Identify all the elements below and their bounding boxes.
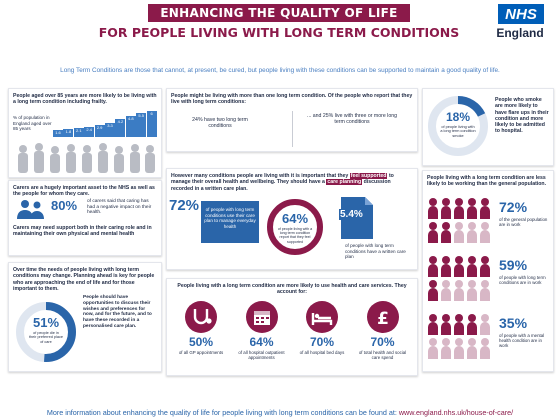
panel-care-planning: However many conditions people are livin… bbox=[166, 168, 418, 270]
footer: More information about enhancing the qua… bbox=[8, 408, 552, 417]
footer-link[interactable]: www.england.nhs.uk/house-of-care/ bbox=[398, 408, 514, 417]
age-bar-chart: 1.6 1.8 2.1 2.4 2.9 3.3 4.2 4.8 5.5 6 bbox=[53, 111, 157, 137]
stat-supported-label: of people living with a long term condit… bbox=[277, 227, 313, 244]
services-heading: People living with a long term condition… bbox=[177, 283, 407, 296]
age-text: People aged over 85 years are more likel… bbox=[13, 93, 157, 106]
divider bbox=[292, 111, 293, 147]
service-pct: 50% bbox=[188, 335, 214, 349]
panel-work: People living with a long term condition… bbox=[422, 170, 554, 372]
smoke-side-text: People who smoke are more likely to have… bbox=[495, 97, 549, 135]
service-item: 50% of all GP appointments bbox=[171, 299, 231, 373]
service-label: of total health and social care spend bbox=[358, 350, 407, 361]
care-plan-intro: However many conditions people are livin… bbox=[171, 173, 413, 192]
work-pct: 72% bbox=[499, 199, 528, 215]
multi-text: People might be living with more than on… bbox=[171, 93, 413, 106]
stat-written-plan-pct: 5.4% bbox=[339, 209, 364, 220]
carers-text: Carers are a hugely important asset to t… bbox=[13, 185, 155, 198]
panel-smoking: 18% of people living with a long term co… bbox=[422, 88, 554, 166]
svg-text:£: £ bbox=[377, 309, 389, 329]
service-label: of all GP appointments bbox=[178, 350, 224, 355]
age-bar: 4.8 bbox=[125, 116, 136, 137]
work-heading: People living with a long term condition… bbox=[427, 175, 547, 188]
stethoscope-icon bbox=[185, 301, 217, 333]
work-label: of people with long term conditions are … bbox=[499, 275, 546, 286]
service-pct: 64% bbox=[249, 335, 274, 349]
stat-care-plan-use-pct: 72% bbox=[169, 197, 200, 214]
work-people-grid bbox=[427, 197, 493, 245]
service-pct: 70% bbox=[370, 335, 395, 349]
work-rows: 72% of the general population are in work… bbox=[425, 193, 551, 369]
carers-pct-label: of carers said that caring has had a neg… bbox=[87, 199, 152, 216]
carers-pct: 80% bbox=[51, 198, 78, 213]
care-plan-intro-a: However many conditions people are livin… bbox=[171, 173, 349, 179]
age-bar: 2.9 bbox=[94, 125, 105, 137]
panel-age: People aged over 85 years are more likel… bbox=[8, 88, 162, 178]
multi-stat-two: 24% have two long term conditions bbox=[192, 117, 248, 130]
age-bar: 1.6 bbox=[53, 130, 63, 137]
hospital-bed-icon bbox=[306, 301, 338, 333]
service-label: of all hospital bed days bbox=[299, 350, 345, 355]
work-people-grid bbox=[427, 255, 493, 303]
care-plan-intro-c: discussion recorded in a written care pl… bbox=[171, 179, 391, 192]
age-bar: 2.4 bbox=[84, 127, 95, 137]
service-label: of all hospital outpatient appointments bbox=[238, 350, 285, 361]
endlife-ring: 51% of people die in their preferred pla… bbox=[15, 301, 77, 363]
age-bar: 3.3 bbox=[105, 123, 115, 137]
care-plan-use-box bbox=[201, 201, 259, 243]
stat-written-plan-label: of people with long term conditions have… bbox=[345, 243, 406, 260]
stat-supported-pct: 64% bbox=[281, 211, 309, 226]
supported-ring: 64% of people living with a long term co… bbox=[265, 197, 325, 257]
panel-end-of-life: Over time the needs of people living wit… bbox=[8, 262, 162, 372]
age-bar: 6 bbox=[146, 111, 157, 137]
work-pct: 59% bbox=[499, 257, 528, 273]
service-item: 64% of all hospital outpatient appointmen… bbox=[232, 299, 292, 373]
work-label: of the general population are in work bbox=[499, 217, 548, 228]
nhs-region-label: England bbox=[496, 26, 544, 40]
highlight-care-planning: care planning bbox=[326, 179, 363, 186]
endlife-text: Over time the needs of people living wit… bbox=[13, 267, 155, 292]
smoke-pct: 18% bbox=[445, 110, 471, 124]
carers-support-text: Carers may need support both in their ca… bbox=[13, 225, 152, 238]
work-pct: 35% bbox=[499, 315, 528, 331]
nhs-logo: NHS bbox=[498, 4, 544, 24]
work-label: of people with a mental health condition… bbox=[499, 333, 545, 349]
age-bar: 4.2 bbox=[115, 119, 126, 137]
highlight-feel-supported: feel supported bbox=[349, 173, 388, 179]
panel-multiple-conditions: People might be living with more than on… bbox=[166, 88, 418, 152]
endlife-side-text: People should have opportunities to disc… bbox=[83, 295, 152, 329]
smoke-ring: 18% of people living with a long term co… bbox=[427, 95, 489, 157]
panel-carers: Carers are a hugely important asset to t… bbox=[8, 180, 162, 256]
service-item: 70% of all hospital bed days bbox=[292, 299, 352, 373]
age-bar: 1.8 bbox=[63, 129, 74, 137]
work-people-grid bbox=[427, 313, 493, 361]
care-plan-intro-b: to manage their overall health and wellb… bbox=[171, 173, 394, 186]
footer-text: More information about enhancing the qua… bbox=[46, 408, 399, 417]
pound-icon: £ bbox=[366, 301, 399, 333]
services-row: 50% of all GP appointments 64% of all hospi… bbox=[171, 299, 413, 373]
title-banner: ENHANCING THE QUALITY OF LIFE bbox=[148, 4, 410, 22]
crowd-illustration bbox=[18, 143, 155, 173]
age-bar-label: % of population in England aged over 85 … bbox=[13, 115, 52, 132]
panel-services: People living with a long term condition… bbox=[166, 278, 418, 376]
title-subtitle: FOR PEOPLE LIVING WITH LONG TERM CONDITI… bbox=[98, 25, 460, 40]
service-item: £70% of total health and social care spen… bbox=[353, 299, 413, 373]
multi-stat-three: ... and 25% live with three or more long… bbox=[307, 113, 397, 126]
endlife-pct: 51% bbox=[32, 315, 60, 330]
calendar-icon bbox=[245, 301, 278, 333]
endlife-pct-label: of people die in their preferred place o… bbox=[29, 331, 63, 344]
carer-people-icon bbox=[17, 200, 44, 219]
age-bar: 5.5 bbox=[136, 113, 147, 137]
smoke-pct-label: of people living with a long term condit… bbox=[440, 125, 476, 138]
age-bar: 2.1 bbox=[73, 128, 84, 137]
service-pct: 70% bbox=[309, 335, 335, 349]
stat-care-plan-use-label: of people with long term conditions use … bbox=[204, 207, 256, 229]
intro-text: Long Term Conditions are those that cann… bbox=[60, 67, 500, 74]
